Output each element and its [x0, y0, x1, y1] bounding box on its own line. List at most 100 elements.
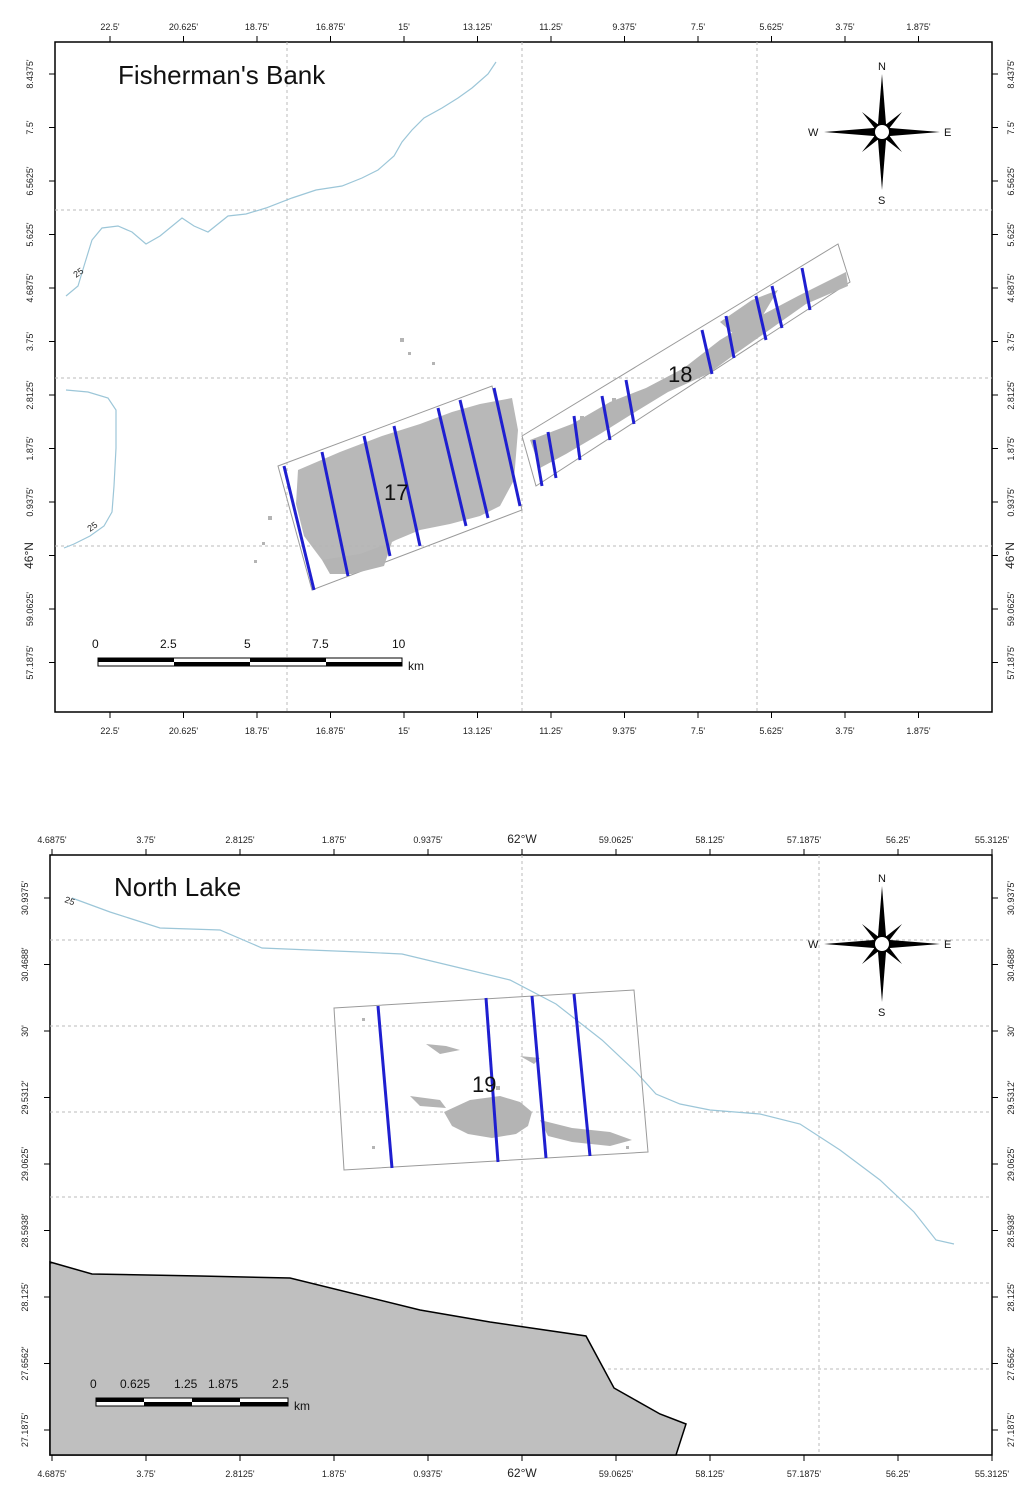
map1-compass-rose-icon: N S E W	[808, 61, 951, 207]
map2-lon-tick-bottom-8: 57.1875'	[787, 1469, 822, 1479]
map2-lat-tick-right-8: 27.1875'	[1006, 1413, 1016, 1448]
map2-scale-unit: km	[294, 1399, 310, 1413]
map2-lat-tick-left-4: 29.0625'	[20, 1147, 30, 1182]
bed-19-outline	[333, 989, 649, 1171]
map1-lon-tick-bottom-3: 16.875'	[316, 726, 346, 736]
map1-scale-bar: 0 2.5 5 7.5 10 km	[92, 637, 424, 673]
bed-18-outline	[521, 243, 851, 487]
map1-scale-unit: km	[408, 659, 424, 673]
map1-lon-tick-bottom-1: 20.625'	[169, 726, 199, 736]
map2-compass-e: E	[944, 939, 951, 951]
map1-lon-tick-bottom-6: 11.25'	[539, 726, 563, 736]
map2-lon-tick-bottom-0: 4.6875'	[37, 1469, 67, 1479]
map2-compass-n: N	[878, 873, 886, 885]
map1-lon-tick-bottom-7: 9.375'	[612, 726, 637, 736]
map1-lat-tick-left-8: 0.9375'	[25, 487, 35, 517]
map1-lon-tick-top-7: 9.375'	[612, 22, 637, 32]
map2-lat-tick-right-7: 27.6562'	[1006, 1346, 1016, 1381]
map1-compass-w: W	[808, 127, 819, 139]
map2-scale-0: 0	[90, 1377, 97, 1391]
map2-lon-tick-bottom-3: 1.875'	[322, 1469, 347, 1479]
map2-compass-s: S	[878, 1007, 885, 1019]
map1-lat-tick-left-5: 3.75'	[25, 332, 35, 352]
map2-lon-tick-bottom-4: 0.9375'	[413, 1469, 443, 1479]
map1-lat-tick-right-6: 2.8125'	[1006, 380, 1016, 410]
map1-compass-n: N	[878, 61, 886, 73]
map1-lat-tick-right-0: 8.4375'	[1006, 59, 1016, 89]
map1-lat-tick-left-4: 4.6875'	[25, 273, 35, 303]
map1-lat-tick-left-1: 7.5'	[25, 120, 35, 135]
map1-lon-tick-top-0: 22.5'	[100, 22, 120, 32]
map1-lat-tick-right-1: 7.5'	[1006, 120, 1016, 135]
map-fishermans-bank: 25 25	[22, 22, 1017, 736]
map1-lon-tick-top-5: 13.125'	[463, 22, 493, 32]
map2-lat-tick-left-1: 30.4688'	[20, 947, 30, 982]
map1-lon-tick-top-1: 20.625'	[169, 22, 199, 32]
map1-lat-tick-right-4: 4.6875'	[1006, 273, 1016, 303]
map1-lat-tick-right-11: 57.1875'	[1006, 645, 1016, 680]
map2-lat-tick-right-5: 28.5938'	[1006, 1213, 1016, 1248]
map1-lat-tick-left-9: 46°N	[22, 542, 36, 569]
map2-lat-tick-right-1: 30.4688'	[1006, 947, 1016, 982]
bed-label-19: 19	[472, 1072, 496, 1097]
map2-lat-tick-left-3: 29.5312'	[20, 1080, 30, 1115]
map2-lon-tick-bottom-2: 2.8125'	[225, 1469, 255, 1479]
map1-lat-tick-left-0: 8.4375'	[25, 59, 35, 89]
map2-lon-tick-bottom-10: 55.3125'	[975, 1469, 1010, 1479]
map1-lon-tick-bottom-9: 5.625'	[759, 726, 784, 736]
map2-lat-tick-left-2: 30'	[20, 1025, 30, 1037]
map2-lon-tick-bottom-6: 59.0625'	[599, 1469, 634, 1479]
map2-lon-tick-bottom-9: 56.25'	[886, 1469, 911, 1479]
map2-lat-tick-left-5: 28.5938'	[20, 1213, 30, 1248]
map2-scale-4: 2.5	[272, 1377, 289, 1391]
map2-lat-tick-right-2: 30'	[1006, 1025, 1016, 1037]
map2-lat-tick-left-8: 27.1875'	[20, 1413, 30, 1448]
map1-lat-tick-right-8: 0.9375'	[1006, 487, 1016, 517]
bed-18-transects	[532, 267, 812, 487]
map1-lat-tick-right-9: 46°N	[1003, 542, 1017, 569]
map1-lon-tick-bottom-2: 18.75'	[245, 726, 270, 736]
map1-lon-tick-top-10: 3.75'	[835, 22, 855, 32]
map1-compass-e: E	[944, 127, 951, 139]
map2-axis-ticks: 4.6875' 4.6875' 3.75' 3.75' 2.8125' 2.8125' 1.…	[20, 832, 1016, 1480]
map2-contour-label: 25	[63, 894, 76, 907]
map1-lat-tick-right-5: 3.75'	[1006, 332, 1016, 352]
map2-lon-tick-top-7: 58.125'	[695, 835, 725, 845]
map1-scale-4: 10	[392, 637, 406, 651]
map1-contour-label-2: 25	[85, 520, 99, 534]
map1-lon-tick-bottom-8: 7.5'	[691, 726, 706, 736]
map1-scale-0: 0	[92, 637, 99, 651]
map1-lon-tick-bottom-0: 22.5'	[100, 726, 120, 736]
map2-lon-tick-top-5: 62°W	[507, 832, 537, 846]
bed-label-18: 18	[668, 362, 692, 387]
map1-grid	[55, 42, 992, 712]
map2-lon-tick-top-8: 57.1875'	[787, 835, 822, 845]
map2-lat-tick-left-7: 27.6562'	[20, 1346, 30, 1381]
map1-scale-1: 2.5	[160, 637, 177, 651]
map2-lon-tick-top-2: 2.8125'	[225, 835, 255, 845]
map2-lon-tick-top-4: 0.9375'	[413, 835, 443, 845]
map1-lon-tick-top-4: 15'	[398, 22, 410, 32]
map1-lon-tick-top-6: 11.25'	[539, 22, 563, 32]
map1-lat-tick-left-2: 6.5625'	[25, 166, 35, 196]
map2-lon-tick-top-1: 3.75'	[136, 835, 156, 845]
map1-lon-tick-bottom-5: 13.125'	[463, 726, 493, 736]
map2-lon-tick-top-10: 55.3125'	[975, 835, 1010, 845]
map2-lat-tick-right-6: 28.125'	[1006, 1282, 1016, 1312]
map2-lat-tick-right-4: 29.0625'	[1006, 1147, 1016, 1182]
map1-contours	[63, 61, 497, 549]
map1-frame	[54, 41, 993, 713]
map2-lon-tick-top-3: 1.875'	[322, 835, 347, 845]
map1-title: Fisherman's Bank	[118, 60, 326, 90]
map1-lat-tick-right-2: 6.5625'	[1006, 166, 1016, 196]
map2-scale-bar: 0 0.625 1.25 1.875 2.5 km	[90, 1377, 310, 1413]
map2-title: North Lake	[114, 872, 241, 902]
map2-compass-w: W	[808, 939, 819, 951]
bed-19-transects	[376, 993, 592, 1169]
map1-lat-tick-left-11: 57.1875'	[25, 645, 35, 680]
map2-contour	[71, 897, 955, 1245]
map1-lat-tick-left-6: 2.8125'	[25, 380, 35, 410]
map1-lat-tick-right-10: 59.0625'	[1006, 592, 1016, 627]
map1-axis-ticks: 22.5' 22.5' 20.625' 20.625' 18.75' 18.75' 16.8…	[22, 22, 1017, 736]
map2-lon-tick-top-0: 4.6875'	[37, 835, 67, 845]
